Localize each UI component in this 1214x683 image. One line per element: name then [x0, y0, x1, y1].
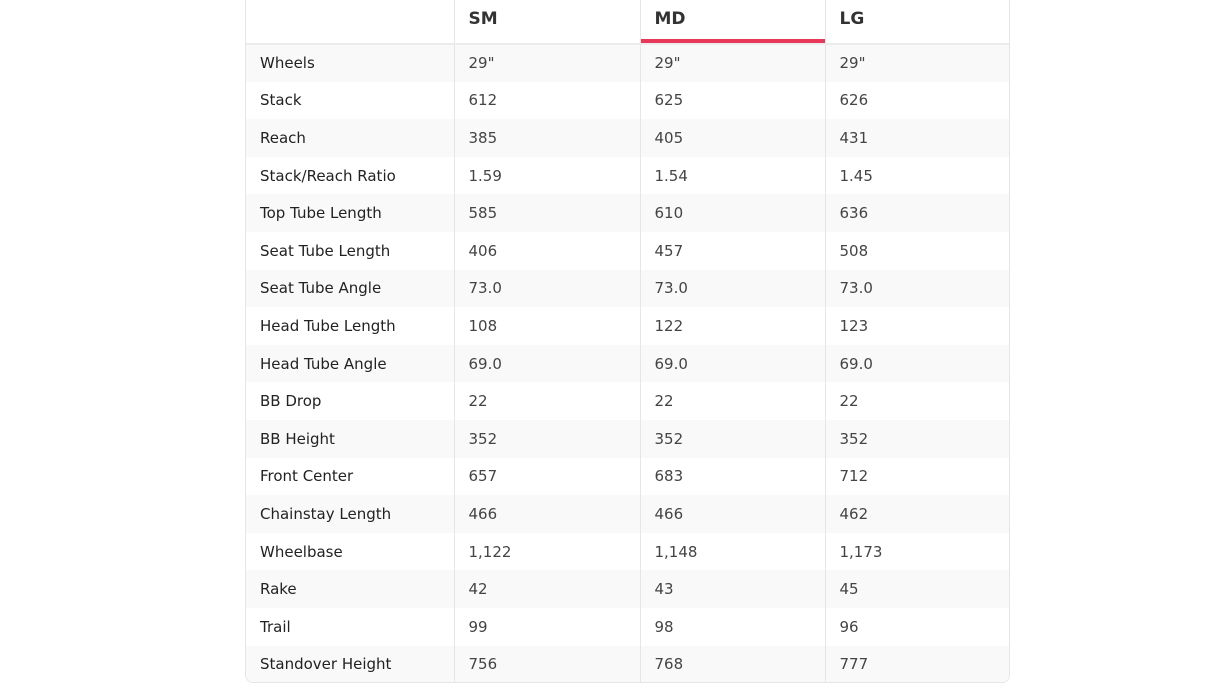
cell-value-lg: 73.0 — [824, 269, 1009, 308]
cell-value-sm: 99 — [453, 607, 640, 646]
cell-value-md: 625 — [639, 81, 825, 120]
cell-value-lg: 462 — [824, 495, 1009, 533]
table-row: Rake 42 43 45 — [246, 570, 1009, 608]
cell-value-lg: 96 — [824, 607, 1009, 646]
cell-value-md: 352 — [639, 419, 825, 458]
table-row: Top Tube Length 585 610 636 — [246, 194, 1009, 232]
cell-value-md: 29" — [639, 44, 825, 82]
row-label: Chainstay Length — [260, 504, 392, 523]
cell-value-sm: 73.0 — [453, 269, 640, 308]
cell-value-lg: 712 — [824, 457, 1009, 496]
size-header-md[interactable]: MD — [639, 0, 825, 45]
row-label: Stack/Reach Ratio — [260, 166, 396, 185]
cell-value-md: 610 — [639, 194, 825, 232]
row-label: Top Tube Length — [260, 204, 382, 223]
size-header-lg[interactable]: LG — [824, 0, 1009, 45]
table-row: Trail 99 98 96 — [246, 607, 1009, 646]
cell-value-md: 122 — [639, 307, 825, 345]
cell-value-lg: 123 — [824, 307, 1009, 345]
row-label: Seat Tube Angle — [260, 279, 382, 298]
cell-value-sm: 612 — [453, 81, 640, 120]
row-label: Front Center — [260, 467, 354, 486]
table-row: Seat Tube Angle 73.0 73.0 73.0 — [246, 269, 1009, 308]
cell-value-sm: 756 — [453, 645, 640, 682]
cell-value-sm: 42 — [453, 570, 640, 608]
table-row: Reach 385 405 431 — [246, 119, 1009, 157]
cell-value-sm: 1.59 — [453, 156, 640, 195]
cell-value-sm: 69.0 — [453, 344, 640, 383]
table-row: Stack/Reach Ratio 1.59 1.54 1.45 — [246, 156, 1009, 195]
row-label: Head Tube Angle — [260, 354, 387, 373]
row-label: Wheelbase — [260, 542, 343, 561]
cell-value-lg: 626 — [824, 81, 1009, 120]
cell-value-sm: 29" — [453, 44, 640, 82]
cell-value-sm: 406 — [453, 231, 640, 270]
cell-value-lg: 431 — [824, 119, 1009, 157]
row-label: Wheels — [260, 54, 315, 73]
cell-value-lg: 636 — [824, 194, 1009, 232]
cell-value-md: 69.0 — [639, 344, 825, 383]
cell-value-lg: 508 — [824, 231, 1009, 270]
cell-value-sm: 22 — [453, 382, 640, 420]
table-row: Wheels 29" 29" 29" — [246, 44, 1009, 82]
cell-value-md: 73.0 — [639, 269, 825, 308]
size-header-sm[interactable]: SM — [453, 0, 640, 45]
cell-value-md: 1,148 — [639, 532, 825, 571]
cell-value-sm: 1,122 — [453, 532, 640, 571]
cell-value-md: 768 — [639, 645, 825, 682]
cell-value-lg: 1,173 — [824, 532, 1009, 571]
cell-value-sm: 585 — [453, 194, 640, 232]
row-label: Reach — [260, 128, 306, 147]
cell-value-md: 405 — [639, 119, 825, 157]
cell-value-sm: 657 — [453, 457, 640, 496]
row-label: Head Tube Length — [260, 316, 396, 335]
row-label: Trail — [260, 617, 291, 636]
table-row: BB Height 352 352 352 — [246, 419, 1009, 458]
cell-value-md: 1.54 — [639, 156, 825, 195]
row-label: BB Drop — [260, 392, 322, 411]
cell-value-sm: 385 — [453, 119, 640, 157]
table-row: Standover Height 756 768 777 — [246, 645, 1009, 682]
cell-value-lg: 352 — [824, 419, 1009, 458]
cell-value-md: 43 — [639, 570, 825, 608]
cell-value-lg: 69.0 — [824, 344, 1009, 383]
table-row: Head Tube Length 108 122 123 — [246, 307, 1009, 345]
cell-value-lg: 22 — [824, 382, 1009, 420]
table-row: Front Center 657 683 712 — [246, 457, 1009, 496]
table-row: Seat Tube Length 406 457 508 — [246, 231, 1009, 270]
header-blank — [246, 0, 454, 45]
table-row: Stack 612 625 626 — [246, 81, 1009, 120]
table-row: BB Drop 22 22 22 — [246, 382, 1009, 420]
cell-value-md: 466 — [639, 495, 825, 533]
cell-value-sm: 352 — [453, 419, 640, 458]
table-body: Wheels 29" 29" 29" Stack 612 625 626 Reach 385 405… — [246, 44, 1009, 682]
cell-value-md: 457 — [639, 231, 825, 270]
cell-value-lg: 777 — [824, 645, 1009, 682]
geometry-table-container: SM MD LG Wheels 29" 29" 29" Stack 612 625 626 Reac… — [245, 0, 1010, 683]
cell-value-sm: 466 — [453, 495, 640, 533]
cell-value-lg: 1.45 — [824, 156, 1009, 195]
cell-value-lg: 29" — [824, 44, 1009, 82]
row-label: Standover Height — [260, 655, 392, 674]
row-label: Rake — [260, 580, 297, 599]
row-label: Stack — [260, 91, 302, 110]
cell-value-sm: 108 — [453, 307, 640, 345]
table-row: Wheelbase 1,122 1,148 1,173 — [246, 532, 1009, 571]
table-header-row: SM MD LG — [246, 0, 1009, 45]
cell-value-lg: 45 — [824, 570, 1009, 608]
row-label: BB Height — [260, 429, 335, 448]
geometry-table: SM MD LG Wheels 29" 29" 29" Stack 612 625 626 Reac… — [246, 0, 1009, 682]
table-row: Head Tube Angle 69.0 69.0 69.0 — [246, 344, 1009, 383]
cell-value-md: 22 — [639, 382, 825, 420]
row-label: Seat Tube Length — [260, 241, 391, 260]
cell-value-md: 98 — [639, 607, 825, 646]
table-row: Chainstay Length 466 466 462 — [246, 495, 1009, 533]
cell-value-md: 683 — [639, 457, 825, 496]
